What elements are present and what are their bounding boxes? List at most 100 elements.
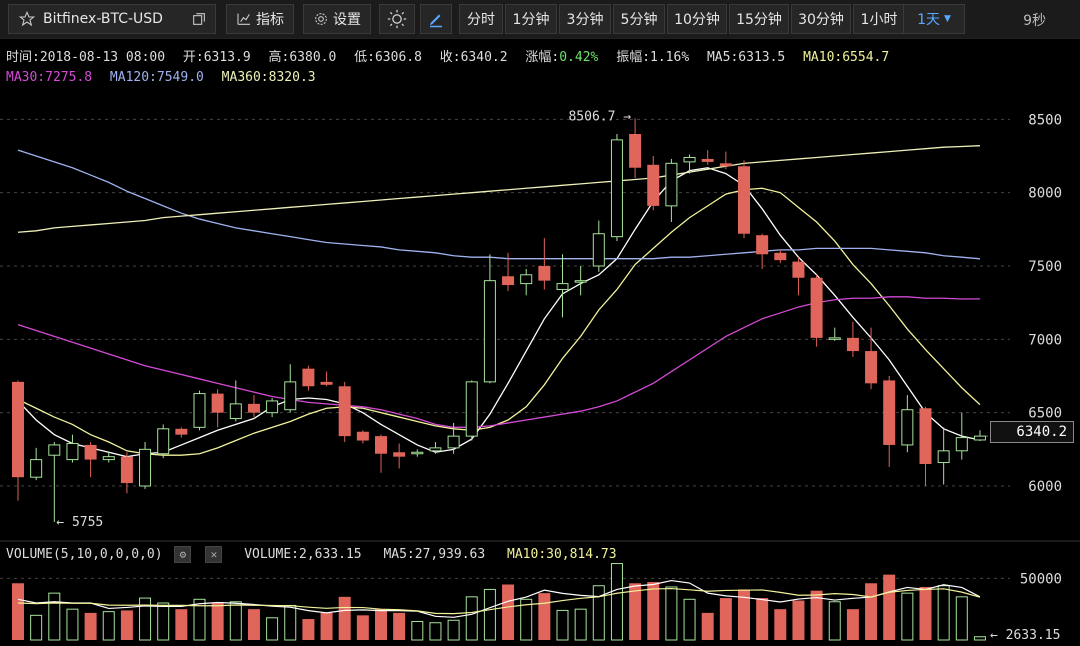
price-tick-label: 8500 — [1028, 112, 1062, 128]
volume-ma-line-ma5 — [17, 579, 981, 618]
volume-bar-up — [193, 598, 206, 641]
candle-body-down — [719, 163, 732, 167]
candle — [846, 321, 859, 357]
current-price-tag: 6340.2 — [990, 421, 1074, 443]
ma-line-ma120 — [17, 149, 981, 260]
volume-bar-down — [756, 598, 769, 640]
candle — [538, 238, 551, 290]
info-ma10: MA10:6554.7 — [803, 50, 890, 65]
candle-body-down — [247, 403, 260, 413]
volume-bar-up — [284, 604, 297, 641]
candle — [447, 422, 460, 454]
volume-value: VOLUME:2,633.15 — [244, 547, 362, 562]
volume-bar-up — [901, 592, 914, 641]
info-time: 时间:2018-08-13 08:00 — [6, 50, 166, 65]
period-dropdown-1d[interactable]: 1天 ▼ — [903, 4, 965, 34]
candle-body-down — [320, 381, 333, 385]
volume-bar-down — [738, 589, 750, 640]
candle-body-down — [810, 277, 823, 338]
volume-bar-down — [810, 590, 823, 640]
volume-bar-down — [719, 598, 732, 640]
candle-body-up — [901, 409, 914, 446]
volume-bar-down — [120, 610, 133, 640]
candle — [955, 412, 968, 460]
symbol-selector[interactable]: Bitfinex-BTC-USD — [8, 4, 216, 34]
candle-body-down — [647, 164, 660, 206]
candle — [901, 395, 914, 453]
candle — [919, 406, 932, 486]
period-tab-2[interactable]: 3分钟 — [559, 4, 611, 34]
period-tab-0[interactable]: 分时 — [459, 4, 503, 34]
candle — [937, 427, 950, 485]
period-tab-6[interactable]: 30分钟 — [791, 4, 851, 34]
settings-button[interactable]: 设置 — [303, 4, 371, 34]
volume-close-icon[interactable]: ✕ — [205, 546, 223, 563]
candle — [629, 118, 642, 178]
draw-tool-button[interactable] — [420, 4, 452, 34]
candle-body-down — [756, 235, 769, 255]
volume-bar-down — [774, 609, 787, 640]
candle-body-up — [102, 456, 115, 461]
period-tab-3[interactable]: 5分钟 — [613, 4, 665, 34]
candle-body-down — [919, 408, 932, 464]
candle — [266, 398, 279, 418]
volume-bar-down — [792, 600, 805, 640]
info-ma360: MA360:8320.3 — [221, 70, 316, 85]
candle — [429, 442, 442, 454]
candle-body-up — [139, 448, 152, 487]
candle-body-up — [66, 442, 79, 461]
price-tick-label: 7500 — [1028, 259, 1062, 275]
candle-body-up — [157, 428, 170, 455]
candle-body-up — [193, 393, 206, 428]
volume-bar-up — [447, 619, 460, 641]
volume-bar-up — [828, 601, 841, 641]
candle-body-up — [411, 451, 424, 455]
candle-body-up — [266, 400, 279, 414]
volume-bar-down — [320, 612, 333, 640]
candle-body-down — [502, 276, 515, 286]
indicators-button[interactable]: 指标 — [226, 4, 294, 34]
active-period-label: 1天 — [917, 12, 940, 28]
candle — [592, 220, 605, 272]
period-tab-7[interactable]: 1小时 — [853, 4, 905, 34]
volume-bar-up — [574, 608, 587, 641]
candle — [102, 452, 115, 463]
gear-icon — [315, 13, 327, 25]
candle — [84, 442, 97, 478]
candle — [738, 160, 750, 239]
candle-body-down — [375, 436, 387, 454]
period-tab-5[interactable]: 15分钟 — [729, 4, 789, 34]
candle-body-up — [447, 435, 460, 449]
popout-icon[interactable] — [191, 11, 207, 27]
volume-bar-down — [175, 609, 188, 640]
candle — [883, 376, 896, 467]
candle-body-up — [610, 139, 623, 238]
candle-body-down — [846, 337, 859, 352]
caret-down-icon: ▼ — [944, 14, 951, 24]
candle — [701, 150, 714, 165]
candle — [465, 380, 478, 441]
low-annotation: ← 5755 — [56, 515, 103, 530]
candle — [30, 447, 43, 481]
volume-bar-down — [12, 583, 24, 640]
candle-body-down — [211, 393, 224, 413]
candle-body-up — [429, 447, 442, 452]
volume-bar-down — [84, 612, 97, 640]
star-icon[interactable] — [19, 11, 35, 27]
refresh-timer: 9秒 — [1023, 13, 1046, 29]
candle-body-up — [483, 280, 496, 383]
volume-bar-down — [302, 619, 315, 640]
volume-bar-up — [973, 636, 986, 641]
candle-body-up — [48, 444, 61, 456]
volume-bar-down — [247, 609, 260, 640]
candle-body-up — [828, 337, 841, 340]
volume-bar-up — [429, 622, 442, 641]
period-tab-4[interactable]: 10分钟 — [667, 4, 727, 34]
volume-settings-icon[interactable]: ⚙ — [174, 546, 192, 563]
candle — [120, 452, 133, 494]
period-tab-1[interactable]: 1分钟 — [505, 4, 557, 34]
info-low: 低:6306.8 — [354, 50, 422, 65]
candle-body-down — [356, 431, 369, 441]
theme-toggle-button[interactable] — [379, 4, 415, 34]
